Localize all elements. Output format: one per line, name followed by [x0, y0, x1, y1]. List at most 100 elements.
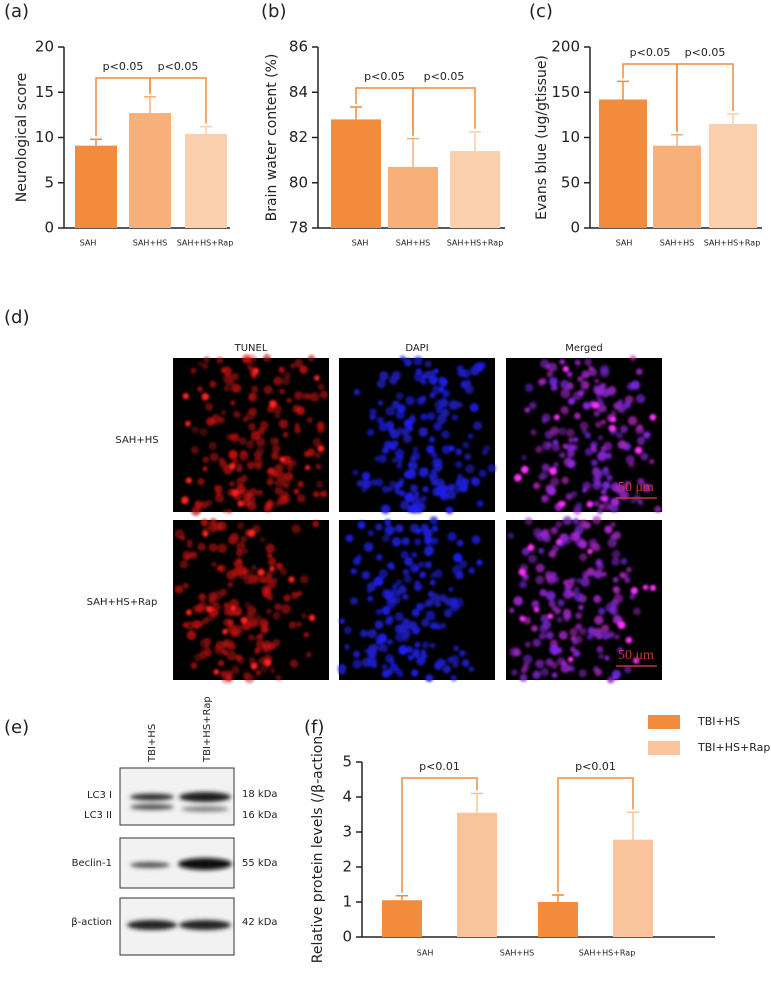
bright-cell	[269, 566, 275, 572]
cell	[373, 576, 384, 587]
significance-bracket	[557, 777, 634, 892]
bright-cell	[229, 463, 236, 470]
cell	[611, 557, 620, 566]
cell	[299, 365, 308, 374]
cell	[401, 593, 409, 601]
cell	[418, 561, 425, 568]
cell	[399, 355, 406, 361]
cell	[578, 594, 587, 603]
cell	[226, 619, 235, 627]
y-tick-label: 3	[342, 823, 352, 841]
cell	[246, 605, 257, 616]
cell	[402, 568, 410, 576]
cell	[592, 515, 602, 525]
cell	[422, 486, 429, 493]
cell	[395, 632, 405, 642]
bar	[185, 133, 227, 228]
cell	[583, 521, 591, 530]
cell	[594, 378, 600, 384]
cell	[193, 653, 203, 662]
cell	[393, 429, 401, 438]
cell	[223, 602, 230, 609]
x-tick-label: SAH+HS+Rap	[447, 239, 504, 248]
bright-cell	[533, 607, 540, 613]
cell	[550, 477, 560, 487]
cell	[313, 491, 320, 498]
cell	[620, 425, 628, 434]
cell	[532, 600, 539, 607]
cell	[209, 452, 219, 462]
cell	[216, 565, 224, 572]
band	[127, 920, 177, 930]
cell	[431, 525, 439, 533]
cell	[416, 396, 426, 406]
cell	[242, 671, 251, 680]
bright-cell	[202, 530, 209, 537]
cell	[541, 494, 549, 503]
cell	[197, 478, 205, 486]
x-tick-label: SAH	[80, 239, 97, 248]
cell	[251, 385, 259, 393]
bar	[457, 812, 497, 937]
cell	[577, 376, 584, 383]
scale-bar-label: 50 μm	[618, 480, 654, 495]
cell	[231, 665, 240, 675]
cell	[421, 373, 428, 380]
band	[130, 804, 174, 810]
cell	[535, 575, 545, 585]
cell	[442, 665, 452, 674]
cell	[316, 425, 325, 434]
cell	[221, 675, 230, 684]
cell	[259, 576, 267, 584]
cell	[268, 466, 275, 473]
y-tick-label: 50	[561, 173, 580, 191]
cell	[376, 416, 384, 424]
cell	[545, 632, 554, 640]
cell	[245, 613, 254, 622]
cell	[284, 483, 290, 490]
cell	[519, 673, 528, 682]
cell	[315, 452, 321, 459]
cell	[226, 650, 237, 661]
cell	[574, 502, 583, 510]
cell	[369, 413, 376, 421]
cell	[401, 619, 411, 628]
cell	[424, 360, 432, 368]
cell	[420, 413, 428, 421]
cell	[216, 356, 224, 364]
cell	[457, 368, 467, 378]
cell	[613, 593, 624, 603]
bright-cell	[185, 420, 191, 427]
cell	[305, 651, 312, 658]
cell	[609, 534, 616, 540]
cell	[391, 457, 398, 464]
y-axis-label: Relative protein levels (/β-action	[310, 736, 326, 963]
cell	[424, 535, 433, 545]
annotation: p<0.05	[158, 60, 199, 73]
significance-bracket	[676, 63, 734, 132]
cell	[418, 427, 429, 437]
cell	[395, 523, 404, 533]
cell	[382, 506, 389, 513]
cell	[464, 384, 474, 395]
cell	[529, 401, 537, 410]
cell	[471, 535, 481, 545]
cell	[222, 374, 231, 384]
cell	[461, 659, 470, 667]
cell	[540, 471, 549, 480]
cell	[200, 518, 209, 527]
cells	[337, 516, 483, 682]
cell	[447, 532, 457, 542]
cell	[434, 600, 441, 608]
cells	[174, 518, 320, 684]
y-tick-label: 0	[570, 219, 580, 237]
cell	[238, 489, 245, 495]
cell	[451, 414, 459, 421]
cell	[227, 581, 233, 588]
cell	[409, 563, 420, 574]
cell	[584, 432, 592, 439]
cell	[386, 668, 394, 676]
cell	[413, 628, 420, 635]
cell	[635, 394, 646, 404]
cell	[429, 392, 436, 399]
